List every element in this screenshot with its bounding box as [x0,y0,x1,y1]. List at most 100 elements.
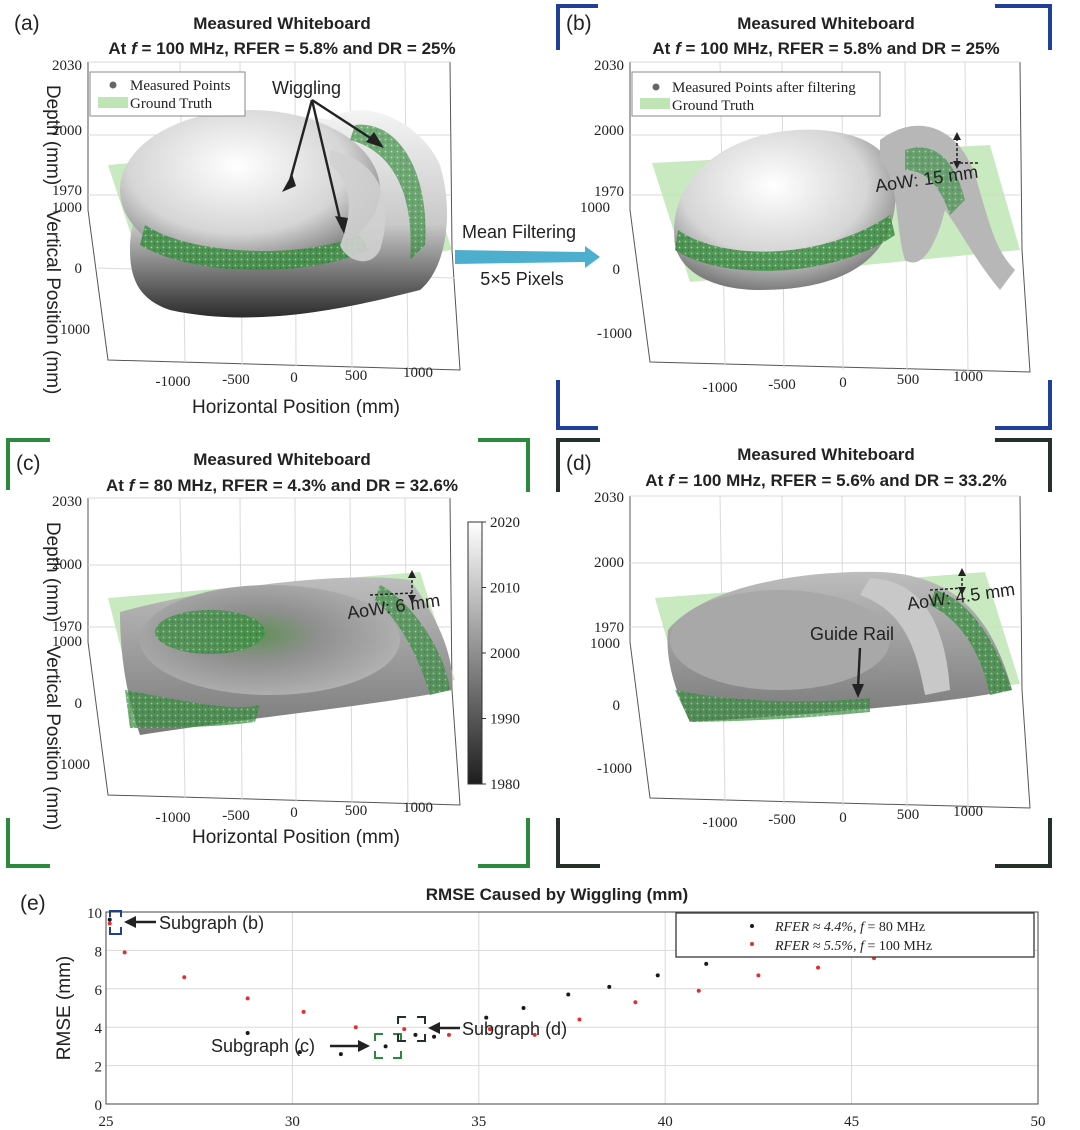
panel-e-point-series-1 [301,1009,306,1014]
subgraph-c-marker [374,1033,402,1059]
panel-d-depth-tick-1970: 1970 [594,620,624,636]
panel-e-point-series-0 [704,961,709,966]
panel-c-vertical-axis-label: Vertical Position (mm) [42,646,63,831]
panel-c-horiz-tick-neg1000: -1000 [156,810,191,826]
panel-e-point-series-0 [521,1006,526,1010]
panel-e-label: (e) [20,892,46,915]
panel-c-depth-tick-2000: 2000 [52,557,82,573]
panel-e-x-tick-label: 30 [285,1114,300,1130]
panel-e-point-series-0 [413,1032,418,1037]
panel-c-label: (c) [16,452,41,475]
subgraph-b-marker [109,910,122,935]
colorbar-tick-label: 1990 [490,712,520,728]
panel-b-depth-tick-2030: 2030 [594,58,624,74]
panel-b-horiz-tick-0: 0 [839,375,847,391]
panel-a-title-line2: At f = 100 MHz, RFER = 5.8% and DR = 25% [108,39,455,58]
panel-e-point-series-1 [577,1017,582,1022]
panel-d-horiz-tick-500: 500 [897,807,920,823]
panel-b-horiz-tick-neg1000: -1000 [703,380,738,396]
panel-e-legend-series-1: RFER ≈ 5.5%, f = 100 MHz [774,939,932,954]
panel-a-horizontal-axis-label: Horizontal Position (mm) [192,397,400,418]
panel-d-title-line2: At f = 100 MHz, RFER = 5.6% and DR = 33.… [645,471,1006,490]
panel-b-point-cloud [674,125,1015,290]
panel-c-horiz-tick-1000: 1000 [403,800,433,816]
panel-d-vert-tick-1000: 1000 [590,636,620,652]
panel-e-y-axis-label: RMSE (mm) [54,956,75,1060]
panel-e-y-tick-label: 10 [87,906,102,922]
panel-e-point-series-1 [245,996,250,1001]
subgraph-d-marker [397,1016,426,1042]
panel-e: (e) RMSE Caused by Wiggling (mm) 25 30 35 4… [20,885,1046,1130]
panel-c-title-line1: Measured Whiteboard [193,450,371,469]
panel-b-vert-tick-0: 0 [613,262,621,278]
panel-c-vert-tick-neg1000: 1000 [60,757,90,773]
panel-d-guide-rail-annotation: Guide Rail [810,624,894,644]
panel-d-vert-tick-0: 0 [613,698,621,714]
panel-c-aow-marker [369,570,416,603]
panel-c-depth-tick-2030: 2030 [52,494,82,510]
panel-a-depth-tick-2000: 2000 [52,123,82,139]
panel-a-depth-axis-label: Depth (mm) [42,85,63,185]
panel-e-x-ticks: 25 30 35 40 45 50 [99,1114,1046,1130]
panel-b-depth-tick-1970: 1970 [594,184,624,200]
panel-e-point-series-0 [297,1050,302,1055]
panel-e-y-tick-label: 6 [95,983,103,999]
panel-b-title-line1: Measured Whiteboard [737,14,915,33]
panel-e-y-tick-label: 0 [95,1098,103,1114]
colorbar-tick-label: 2020 [490,515,520,531]
panel-b-vert-tick-1000: 1000 [580,200,610,216]
panel-c: (c) Measured Whiteboard At f = 80 MHz, R… [6,438,530,868]
panel-d-aow-marker [929,568,966,595]
panel-c-depth-axis-label: Depth (mm) [42,522,63,622]
panel-c-title-line2: At f = 80 MHz, RFER = 4.3% and DR = 32.6… [106,476,458,495]
panel-d-depth-tick-2000: 2000 [594,555,624,571]
panel-e-point-series-1 [487,1027,492,1032]
panel-e-point-series-1 [816,965,821,970]
panel-d-title-line1: Measured Whiteboard [737,445,915,464]
panel-e-legend-series-0: RFER ≈ 4.4%, f = 80 MHz [774,920,925,935]
panel-e-point-series-0 [607,984,612,989]
panel-d-point-cloud [667,571,1012,722]
panel-d-guide-rail-arrow [852,647,864,698]
panel-d-horiz-tick-neg1000: -1000 [703,815,738,831]
panel-b: (b) Measured Whiteboard At f = 100 MHz, … [556,4,1052,430]
subgraph-c-annotation: Subgraph (c) [211,1036,315,1056]
panel-a-vertical-axis-label: Vertical Position (mm) [42,210,63,395]
panel-e-point-series-1 [532,1032,537,1037]
panel-c-vert-tick-1000: 1000 [52,634,82,650]
panel-e-point-series-1 [446,1032,451,1037]
panel-a-horiz-tick-1000: 1000 [403,365,433,381]
panel-b-horiz-tick-1000: 1000 [953,369,983,385]
panel-e-plot-area [105,911,1039,1105]
panel-d-horiz-tick-neg500: -500 [768,812,796,828]
panel-d-horiz-tick-0: 0 [839,810,847,826]
subgraph-b-arrow [124,916,156,928]
subgraph-c-arrow [330,1040,370,1052]
panel-b-legend-measured: Measured Points after filtering [672,80,856,96]
panel-b-legend-ground-truth: Ground Truth [672,98,755,114]
panel-b-title-line2: At f = 100 MHz, RFER = 5.8% and DR = 25% [652,39,999,58]
panel-a-vert-tick-0: 0 [75,261,83,277]
panel-d-horiz-tick-1000: 1000 [953,804,983,820]
panel-d: (d) Measured Whiteboard At f = 100 MHz, … [556,438,1052,868]
colorbar-tick-label: 2000 [490,646,520,662]
panel-a-horiz-tick-neg1000: -1000 [156,374,191,390]
panel-d-label: (d) [566,452,592,475]
panel-e-title: RMSE Caused by Wiggling (mm) [426,885,688,904]
panel-b-legend: Measured Points after filtering Ground T… [631,71,881,117]
colorbar: 2020 2010 2000 1990 1980 [467,515,520,793]
panel-b-vert-tick-neg1000: -1000 [597,326,632,342]
panel-e-point-series-0 [432,1034,437,1039]
panel-e-point-series-1 [182,975,187,980]
panel-e-y-tick-label: 4 [95,1021,103,1037]
panel-e-point-series-0 [245,1030,250,1035]
panel-a-legend-ground-truth: Ground Truth [130,96,213,112]
panel-e-x-tick-label: 25 [99,1114,114,1130]
subgraph-d-annotation: Subgraph (d) [462,1019,567,1039]
subgraph-d-arrow [428,1022,460,1034]
panel-e-point-series-0 [566,992,571,997]
panel-b-horiz-tick-neg500: -500 [768,377,796,393]
panel-a: (a) Measured Whiteboard At f = 100 MHz, … [14,12,461,418]
panel-e-point-series-1 [402,1027,407,1032]
